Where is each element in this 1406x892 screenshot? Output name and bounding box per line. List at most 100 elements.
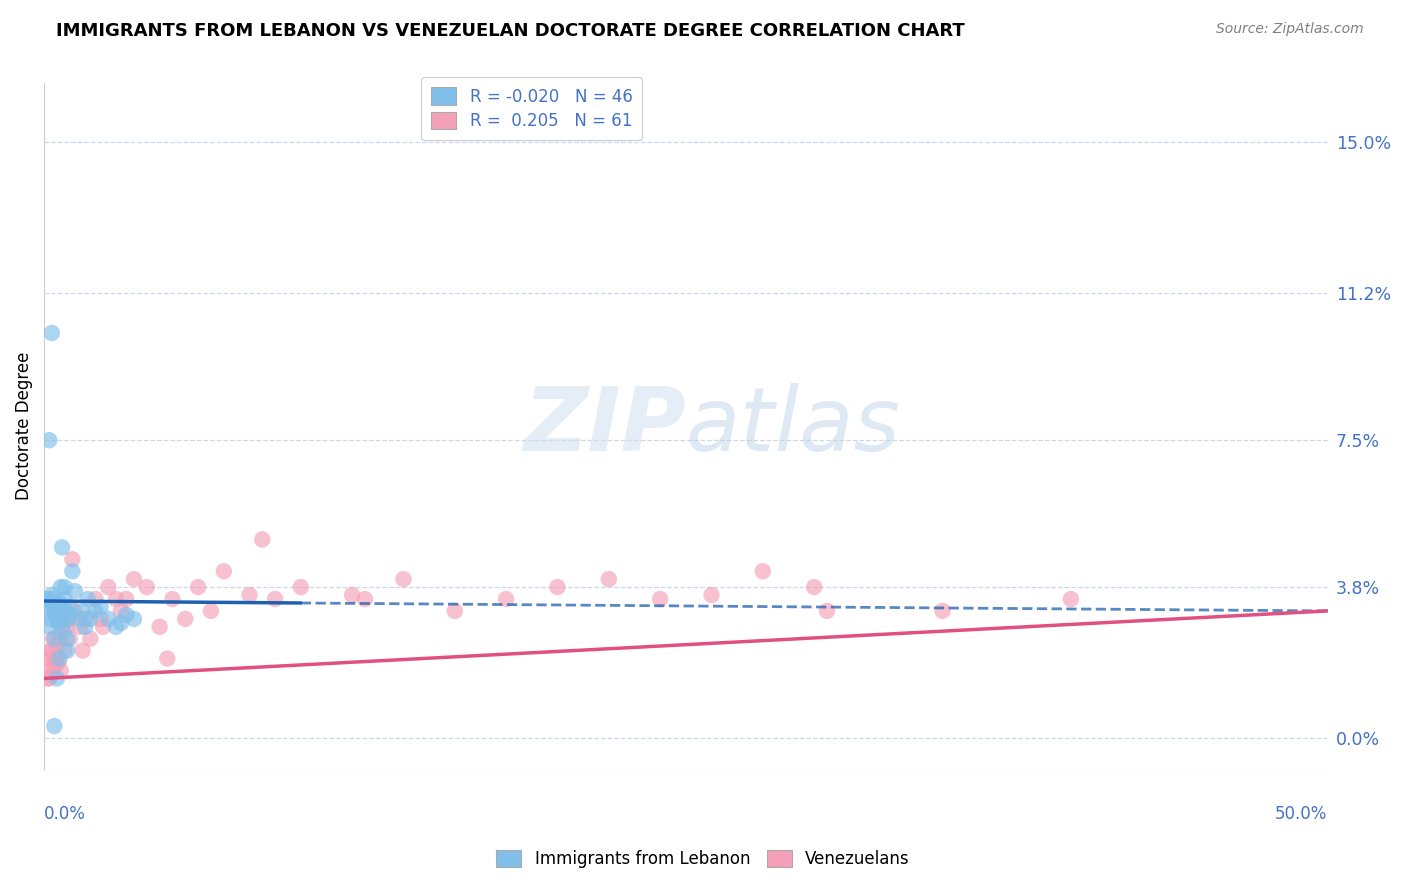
Point — [48, 632, 70, 646]
Point — [598, 572, 620, 586]
Point — [35, 651, 58, 665]
Point — [90, 599, 112, 614]
Point — [41, 592, 63, 607]
Point — [1060, 592, 1083, 607]
Point — [135, 580, 157, 594]
Point — [38, 672, 60, 686]
Point — [38, 620, 60, 634]
Point — [69, 620, 91, 634]
Point — [60, 564, 83, 578]
Point — [75, 620, 97, 634]
Point — [58, 612, 80, 626]
Point — [48, 596, 70, 610]
Point — [41, 667, 63, 681]
Point — [122, 612, 145, 626]
Point — [42, 632, 65, 646]
Point — [174, 612, 197, 626]
Point — [46, 672, 69, 686]
Point — [238, 588, 260, 602]
Y-axis label: Doctorate Degree: Doctorate Degree — [15, 352, 32, 500]
Point — [41, 588, 63, 602]
Point — [53, 592, 76, 607]
Point — [63, 584, 86, 599]
Point — [46, 615, 69, 630]
Point — [79, 612, 101, 626]
Point — [72, 643, 94, 657]
Point — [122, 572, 145, 586]
Point — [48, 604, 70, 618]
Point — [55, 604, 77, 618]
Text: IMMIGRANTS FROM LEBANON VS VENEZUELAN DOCTORATE DEGREE CORRELATION CHART: IMMIGRANTS FROM LEBANON VS VENEZUELAN DO… — [56, 22, 965, 40]
Point — [290, 580, 312, 594]
Point — [443, 604, 465, 618]
Point — [44, 719, 66, 733]
Point — [56, 632, 79, 646]
Point — [69, 612, 91, 626]
Point — [51, 620, 73, 634]
Point — [149, 620, 172, 634]
Point — [39, 643, 62, 657]
Point — [38, 659, 60, 673]
Point — [104, 592, 127, 607]
Point — [44, 604, 66, 618]
Point — [115, 592, 138, 607]
Point — [90, 612, 112, 626]
Point — [97, 612, 120, 626]
Point — [46, 612, 69, 626]
Point — [53, 580, 76, 594]
Point — [72, 604, 94, 618]
Point — [392, 572, 415, 586]
Point — [212, 564, 235, 578]
Point — [44, 659, 66, 673]
Point — [650, 592, 672, 607]
Point — [84, 592, 107, 607]
Point — [264, 592, 287, 607]
Point — [39, 612, 62, 626]
Point — [187, 580, 209, 594]
Point — [56, 620, 79, 634]
Point — [46, 656, 69, 670]
Point — [45, 651, 67, 665]
Point — [46, 640, 69, 654]
Point — [49, 664, 72, 678]
Point — [56, 612, 79, 626]
Point — [41, 326, 63, 340]
Legend: Immigrants from Lebanon, Venezuelans: Immigrants from Lebanon, Venezuelans — [489, 843, 917, 875]
Point — [803, 580, 825, 594]
Point — [156, 651, 179, 665]
Point — [37, 672, 59, 686]
Point — [44, 651, 66, 665]
Text: 50.0%: 50.0% — [1275, 805, 1327, 823]
Point — [110, 604, 132, 618]
Point — [752, 564, 775, 578]
Point — [51, 541, 73, 555]
Point — [42, 599, 65, 614]
Point — [162, 592, 184, 607]
Point — [91, 620, 114, 634]
Point — [38, 433, 60, 447]
Point — [63, 604, 86, 618]
Point — [104, 620, 127, 634]
Point — [547, 580, 569, 594]
Point — [46, 596, 69, 610]
Point — [52, 624, 75, 638]
Point — [35, 592, 58, 607]
Point — [700, 588, 723, 602]
Point — [931, 604, 953, 618]
Point — [59, 607, 82, 622]
Point — [44, 632, 66, 646]
Point — [41, 643, 63, 657]
Point — [115, 607, 138, 622]
Point — [49, 580, 72, 594]
Point — [51, 612, 73, 626]
Point — [252, 533, 274, 547]
Point — [340, 588, 363, 602]
Point — [48, 632, 70, 646]
Point — [75, 612, 97, 626]
Point — [84, 604, 107, 618]
Point — [45, 607, 67, 622]
Point — [79, 632, 101, 646]
Point — [354, 592, 377, 607]
Text: ZIP: ZIP — [523, 383, 686, 470]
Point — [56, 643, 79, 657]
